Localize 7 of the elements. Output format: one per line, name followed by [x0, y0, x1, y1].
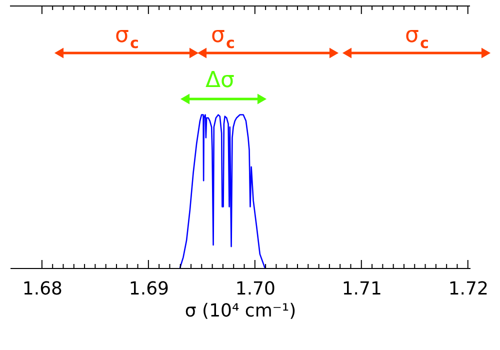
x-tick-label: 1.68 — [22, 278, 62, 300]
x-tick-label: 1.71 — [342, 278, 382, 300]
x-tick-label: 1.70 — [235, 278, 276, 300]
x-axis-title: σ (10⁴ cm⁻¹) — [184, 300, 296, 322]
x-tick-label: 1.72 — [448, 278, 488, 300]
text: Δσ — [206, 68, 235, 93]
x-tick-label: 1.69 — [128, 278, 169, 300]
